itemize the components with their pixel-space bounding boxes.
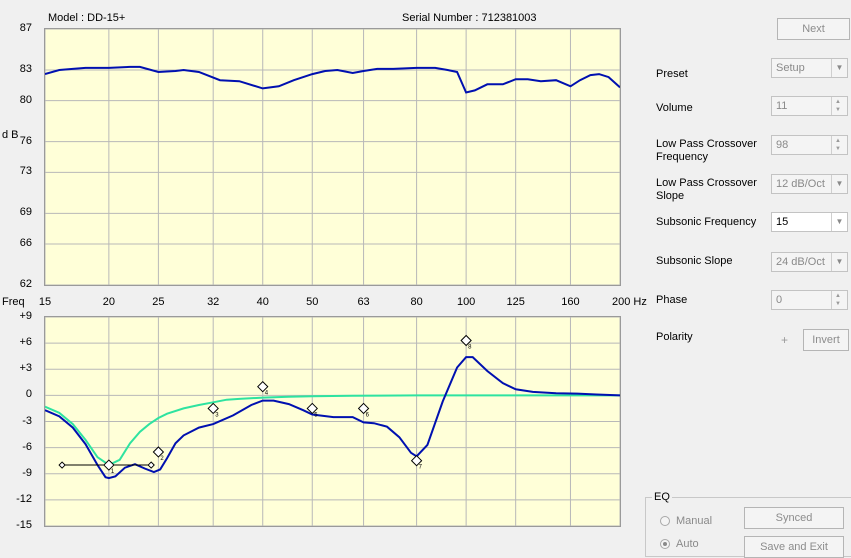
eq-marker [460, 334, 472, 347]
y-tick-label: 73 [19, 165, 32, 178]
y-tick-label: -15 [16, 519, 32, 531]
volume-spinner[interactable]: 11 ▲ ▼ [771, 96, 848, 116]
y-tick-label: 76 [19, 134, 32, 147]
freq-axis-label: Freq [2, 296, 25, 308]
eq-graph[interactable]: 1 2 3 4 5 6 7 8 [44, 316, 621, 527]
subsonic-slope-value: 24 dB/Oct [776, 256, 825, 268]
eq-response-curve [45, 356, 620, 480]
eq-marker [410, 454, 423, 467]
subsonic-frequency-select[interactable]: 15 ▼ [771, 212, 848, 232]
db-axis-label: d B [2, 129, 19, 141]
subsonic-slope-select[interactable]: 24 dB/Oct ▼ [771, 252, 848, 272]
eq-group-title: EQ [652, 491, 672, 503]
preset-label: Preset [656, 68, 688, 80]
x-tick-label: 20 [102, 296, 115, 308]
lp-slope-select[interactable]: 12 dB/Oct ▼ [771, 174, 848, 194]
eq-marker-label: 4 [265, 391, 269, 397]
y-tick-label: -9 [22, 466, 32, 479]
x-tick-label: 200 Hz [612, 296, 647, 308]
x-tick-label: 100 [456, 296, 476, 308]
eq-marker-label: 8 [468, 345, 472, 351]
y-tick-label: 83 [19, 62, 32, 75]
x-tick-label: 25 [152, 296, 165, 308]
manual-radio[interactable] [660, 516, 670, 526]
y-tick-label: +9 [19, 310, 32, 322]
chevron-down-icon[interactable]: ▼ [831, 59, 847, 77]
polarity-plus-icon: + [781, 333, 789, 347]
subsonic-frequency-value: 15 [776, 216, 789, 228]
q-handle-point [147, 461, 155, 469]
y-tick-label: -6 [22, 440, 32, 453]
spin-arrows-icon[interactable]: ▲ ▼ [831, 291, 847, 309]
x-tick-label: 40 [256, 296, 269, 308]
eq-marker-label: 5 [314, 412, 318, 418]
eq-marker [257, 380, 269, 393]
lp-frequency-label: Low Pass Crossover Frequency [656, 138, 757, 163]
y-tick-label: 69 [19, 206, 32, 219]
response-graph [44, 28, 621, 286]
preset-value: Setup [776, 62, 805, 74]
synced-button[interactable]: Synced [744, 507, 844, 529]
x-tick-label: 80 [410, 296, 423, 308]
manual-radio-label[interactable]: Manual [676, 515, 713, 527]
lp-slope-value: 12 dB/Oct [776, 178, 825, 190]
x-tick-label: 63 [357, 296, 370, 308]
q-handle-point [58, 461, 66, 469]
chevron-down-icon[interactable]: ▼ [831, 253, 847, 271]
next-button[interactable]: Next [777, 18, 850, 40]
response-curve [45, 65, 620, 94]
chevron-down-icon[interactable]: ▼ [831, 213, 847, 231]
eq-marker [306, 402, 318, 415]
serial-number-label: Serial Number : 712381003 [402, 12, 537, 24]
auto-radio[interactable] [660, 539, 670, 549]
y-tick-label: 66 [19, 237, 32, 250]
y-tick-label: 87 [19, 22, 32, 34]
eq-graph-svg: 1 2 3 4 5 6 7 8 [45, 317, 620, 526]
eq-marker-label: 2 [160, 456, 164, 462]
y-tick-label: -3 [22, 414, 32, 427]
save-and-exit-button[interactable]: Save and Exit [744, 536, 844, 558]
preset-select[interactable]: Setup ▼ [771, 58, 848, 78]
x-tick-label: 15 [38, 296, 52, 308]
auto-radio-label[interactable]: Auto [676, 538, 699, 550]
y-tick-label: -12 [16, 492, 32, 505]
eq-marker [207, 402, 219, 415]
phase-spinner[interactable]: 0 ▲ ▼ [771, 290, 848, 310]
eq-marker-label: 7 [419, 465, 423, 471]
y-tick-label: 0 [25, 388, 32, 401]
y-tick-label: 80 [19, 93, 32, 106]
y-tick-label: 62 [19, 278, 32, 290]
eq-marker-label: 1 [111, 469, 115, 475]
x-tick-label: 50 [306, 296, 319, 308]
y-tick-label: +3 [19, 362, 32, 375]
eq-marker [103, 459, 115, 471]
target-curve [45, 394, 620, 467]
lp-frequency-spinner[interactable]: 98 ▲ ▼ [771, 135, 848, 155]
phase-label: Phase [656, 294, 688, 306]
polarity-label: Polarity [656, 331, 693, 343]
subsonic-frequency-label: Subsonic Frequency [656, 216, 757, 228]
eq-marker [152, 446, 165, 458]
spin-arrows-icon[interactable]: ▲ ▼ [831, 97, 847, 115]
x-tick-label: 32 [207, 296, 220, 308]
lp-slope-label: Low Pass Crossover Slope [656, 177, 757, 202]
eq-marker [357, 402, 370, 415]
subsonic-slope-label: Subsonic Slope [656, 255, 733, 267]
invert-button[interactable]: Invert [803, 329, 849, 351]
eq-marker-label: 3 [215, 412, 219, 418]
volume-value: 11 [776, 100, 788, 112]
lp-frequency-value: 98 [776, 139, 789, 151]
phase-value: 0 [776, 294, 783, 306]
eq-marker-label: 6 [366, 412, 370, 418]
model-label: Model : DD-15+ [48, 12, 126, 24]
x-tick-label: 160 [561, 296, 580, 308]
x-tick-label: 125 [506, 296, 525, 308]
y-tick-label: +6 [19, 336, 32, 349]
chevron-down-icon[interactable]: ▼ [831, 175, 847, 193]
response-graph-svg [45, 29, 620, 285]
volume-label: Volume [656, 102, 693, 114]
spin-arrows-icon[interactable]: ▲ ▼ [831, 136, 847, 154]
